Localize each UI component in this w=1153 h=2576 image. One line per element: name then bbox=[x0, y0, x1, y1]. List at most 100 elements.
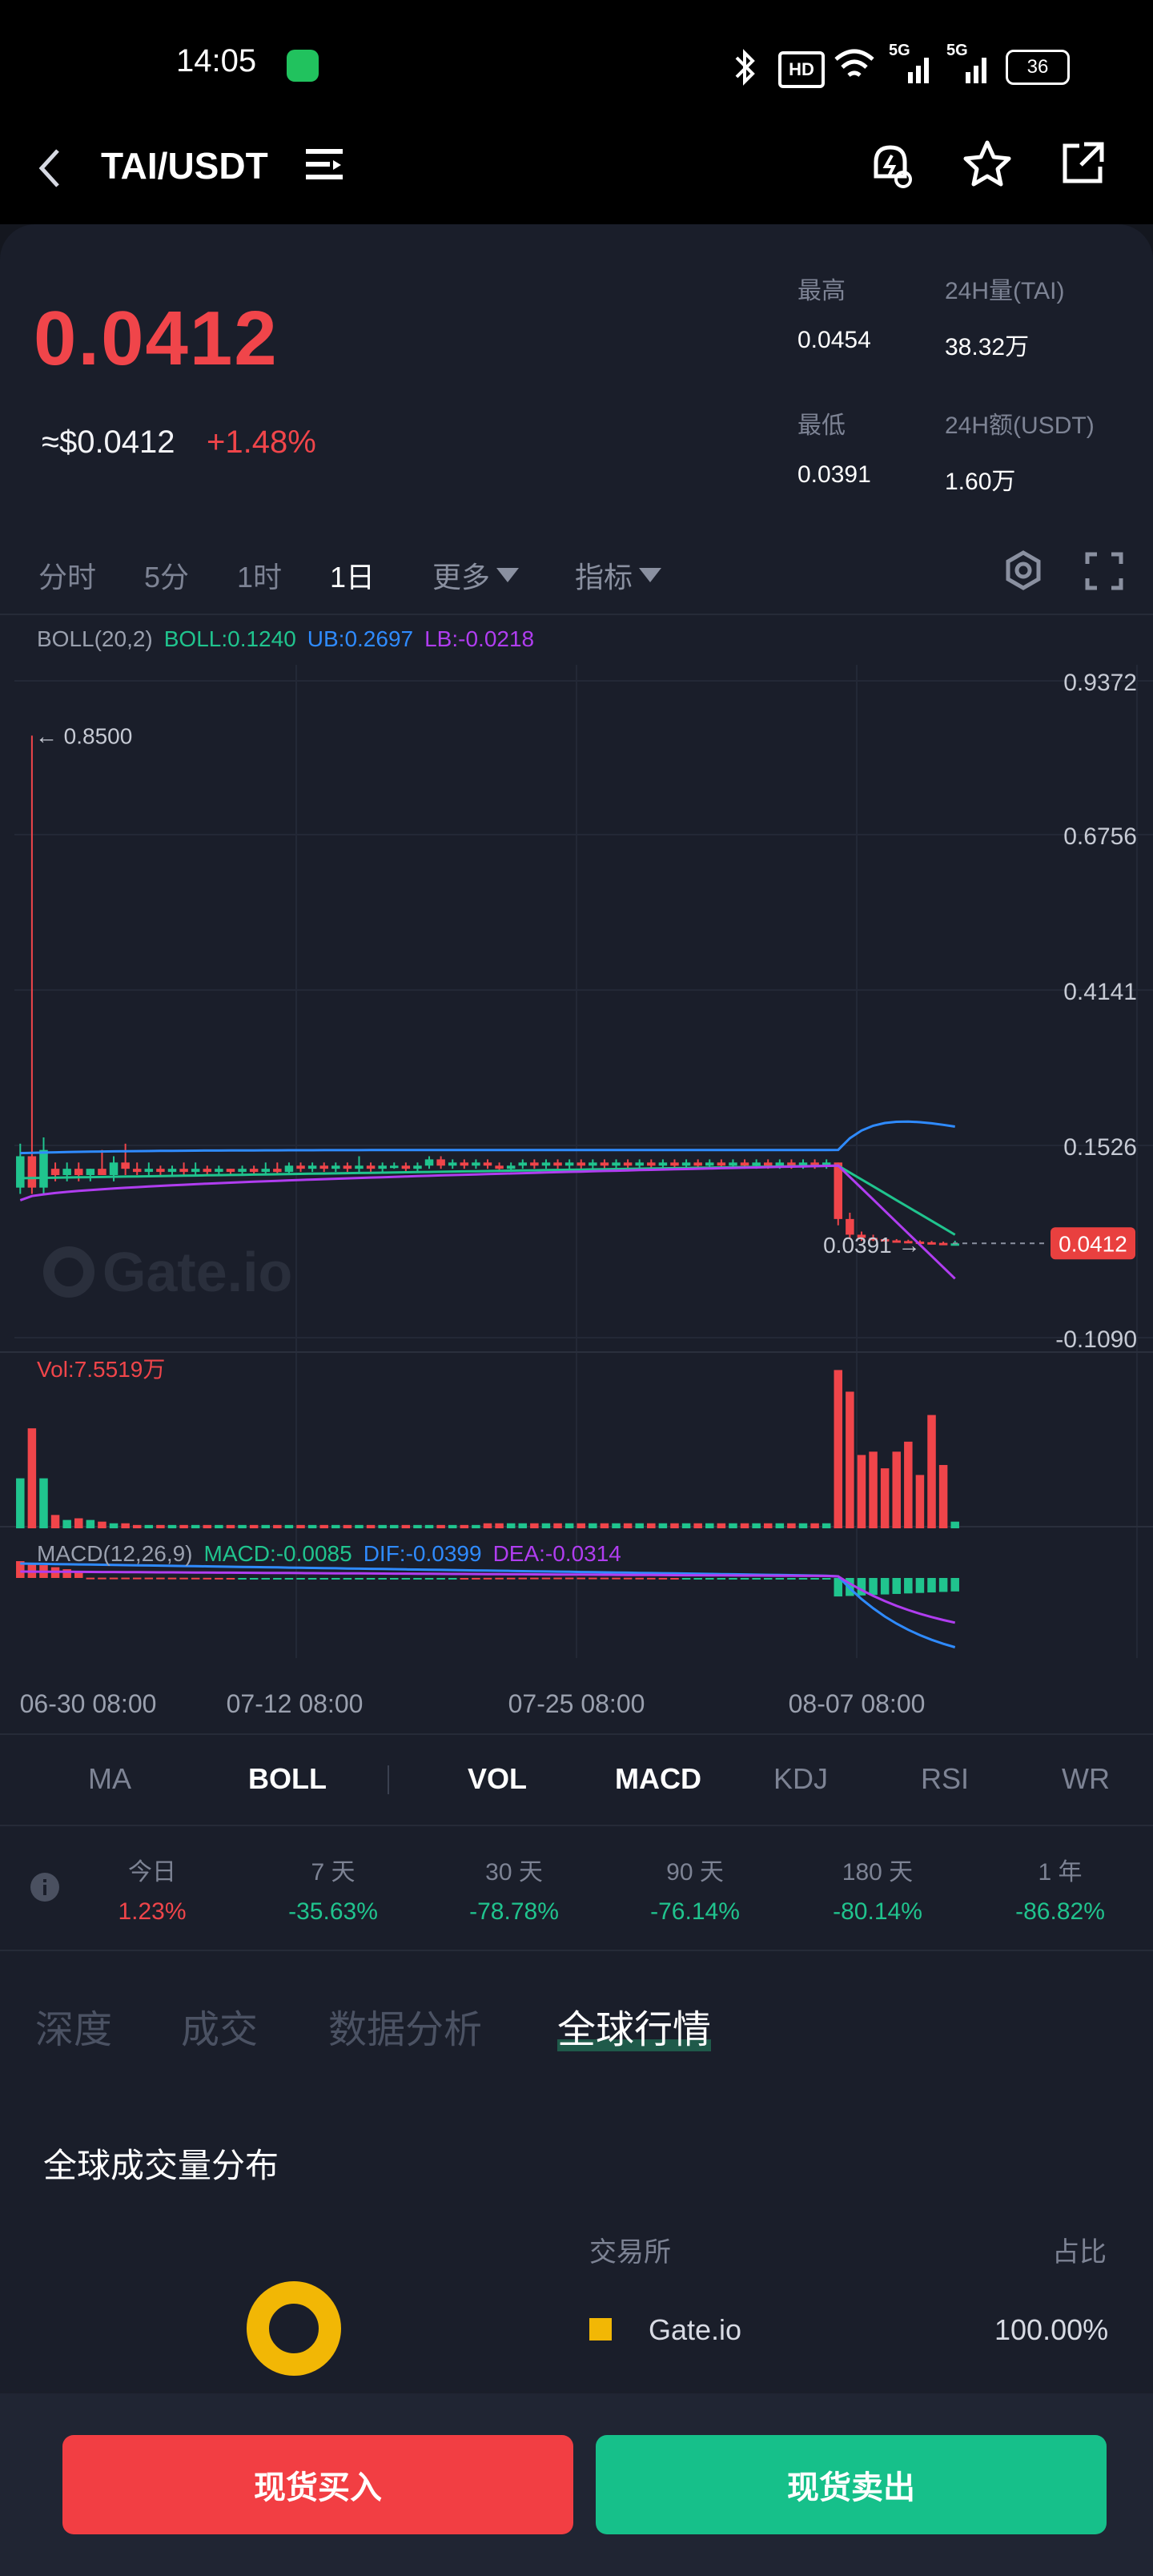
macd-bar bbox=[273, 1578, 282, 1580]
x-tick-label: 07-12 08:00 bbox=[227, 1689, 364, 1718]
tab-trades[interactable]: 成交 bbox=[181, 2009, 259, 2051]
tab-depth[interactable]: 深度 bbox=[35, 2009, 113, 2051]
volume-bar bbox=[950, 1521, 959, 1528]
macd-bar bbox=[705, 1578, 714, 1580]
indicator-tab-vol[interactable]: VOL bbox=[468, 1762, 528, 1795]
fullscreen-icon[interactable] bbox=[1084, 551, 1124, 591]
indicator-tab-wr[interactable]: WR bbox=[1062, 1762, 1110, 1795]
macd-bar bbox=[355, 1578, 364, 1580]
volume-bar bbox=[904, 1441, 913, 1528]
share-icon[interactable] bbox=[1057, 138, 1108, 189]
spot-buy-button[interactable]: 现货买入 bbox=[62, 2435, 573, 2534]
chart-settings-icon[interactable] bbox=[1002, 549, 1044, 591]
divider bbox=[0, 614, 1153, 615]
volume-bar bbox=[226, 1524, 235, 1528]
volume-bar bbox=[401, 1524, 411, 1528]
candle-body bbox=[589, 1162, 597, 1166]
info-icon[interactable] bbox=[29, 1871, 61, 1903]
tab-timeframe-4[interactable]: 1日 bbox=[330, 561, 376, 594]
volume-bar bbox=[576, 1523, 585, 1528]
volume-bar bbox=[167, 1524, 177, 1528]
legend-swatch bbox=[589, 2318, 612, 2341]
volume-bar bbox=[273, 1524, 282, 1528]
tab-timeframe-3[interactable]: 1时 bbox=[237, 561, 283, 594]
gate-logo-icon bbox=[43, 1246, 94, 1298]
tab-global-market[interactable]: 全球行情 bbox=[557, 1998, 712, 2054]
macd-bar bbox=[74, 1571, 83, 1578]
high-value: 0.0454 bbox=[797, 327, 871, 353]
indicator-tab-boll[interactable]: BOLL bbox=[248, 1762, 327, 1795]
macd-bar bbox=[448, 1578, 457, 1580]
candle-body bbox=[284, 1165, 294, 1173]
volume-bar bbox=[436, 1524, 445, 1528]
volume-bar bbox=[740, 1523, 749, 1528]
candle-body bbox=[787, 1162, 796, 1166]
candlestick-chart[interactable]: 0.9372 0.6756 0.4141 0.1526 -0.1090 ← 0.8500 0… bbox=[0, 617, 1153, 1730]
volume-bar bbox=[857, 1455, 866, 1528]
macd-bar bbox=[226, 1577, 235, 1580]
candle-body bbox=[203, 1169, 212, 1173]
macd-bar bbox=[798, 1578, 808, 1580]
indicator-dropdown[interactable]: 指标 bbox=[575, 554, 662, 596]
volume-bar bbox=[424, 1524, 434, 1528]
macd-bar bbox=[950, 1578, 959, 1592]
indicator-tab-rsi[interactable]: RSI bbox=[921, 1762, 970, 1795]
indicator-tab-ma[interactable]: MA bbox=[88, 1762, 131, 1795]
macd-bar bbox=[775, 1578, 785, 1580]
back-icon[interactable] bbox=[35, 144, 64, 192]
candle-body bbox=[448, 1162, 457, 1166]
macd-bar bbox=[589, 1577, 597, 1580]
candle-body bbox=[729, 1162, 737, 1166]
y-tick-label: 0.9372 bbox=[1063, 670, 1137, 696]
volume-bar bbox=[752, 1523, 761, 1528]
volume-donut-chart bbox=[247, 2281, 341, 2376]
macd-bar bbox=[506, 1577, 516, 1580]
candle-body bbox=[167, 1169, 177, 1173]
candle-body bbox=[62, 1169, 71, 1175]
tab-data-analysis[interactable]: 数据分析 bbox=[328, 2009, 483, 2051]
candle-body bbox=[319, 1165, 328, 1169]
indicator-tab-macd[interactable]: MACD bbox=[615, 1762, 701, 1795]
volume-bar bbox=[658, 1523, 668, 1528]
price-alert-icon[interactable] bbox=[865, 139, 916, 191]
spot-sell-button[interactable]: 现货卖出 bbox=[596, 2435, 1107, 2534]
volume-bar bbox=[27, 1428, 37, 1528]
candle-body bbox=[635, 1162, 644, 1166]
battery-icon: 36 bbox=[1006, 50, 1070, 85]
candle-body bbox=[834, 1162, 843, 1219]
max-price-marker: ← 0.8500 bbox=[35, 723, 132, 748]
candle-body bbox=[717, 1162, 726, 1166]
candle-body bbox=[109, 1162, 119, 1175]
period-label: 今日 bbox=[128, 1859, 176, 1886]
nav-bar: TAI/USDT bbox=[0, 128, 1153, 224]
volume-bar bbox=[16, 1478, 25, 1528]
volume-bar bbox=[249, 1524, 259, 1528]
indicator-tab-kdj[interactable]: KDJ bbox=[773, 1762, 829, 1795]
tab-timeframe-2[interactable]: 5分 bbox=[144, 561, 190, 594]
candle-body bbox=[307, 1165, 317, 1169]
tab-timeframe-1[interactable]: 分时 bbox=[38, 561, 97, 594]
candle-body bbox=[530, 1162, 539, 1166]
candle-body bbox=[238, 1169, 247, 1173]
signal-1-label: 5G bbox=[889, 42, 910, 59]
macd-bar bbox=[681, 1578, 691, 1580]
macd-bar bbox=[319, 1578, 328, 1580]
watermark-logo: Gate.io bbox=[43, 1240, 292, 1304]
volume-bar bbox=[413, 1524, 422, 1528]
volume-bar bbox=[307, 1524, 317, 1528]
pair-title[interactable]: TAI/USDT bbox=[101, 145, 268, 187]
dea-value: DEA:-0.0314 bbox=[492, 1541, 621, 1566]
candle-body bbox=[647, 1162, 656, 1166]
pair-menu-icon[interactable] bbox=[304, 144, 346, 186]
volume-bar bbox=[763, 1523, 773, 1528]
favorite-star-icon[interactable] bbox=[961, 138, 1014, 191]
more-dropdown[interactable]: 更多 bbox=[432, 554, 520, 596]
macd-bar bbox=[892, 1578, 901, 1594]
candle-body bbox=[564, 1162, 574, 1166]
macd-bar bbox=[717, 1578, 726, 1580]
macd-bar bbox=[390, 1578, 399, 1580]
macd-bar bbox=[810, 1578, 819, 1580]
macd-bar bbox=[284, 1578, 294, 1580]
volume-bar bbox=[530, 1523, 539, 1528]
macd-bar bbox=[86, 1577, 95, 1580]
